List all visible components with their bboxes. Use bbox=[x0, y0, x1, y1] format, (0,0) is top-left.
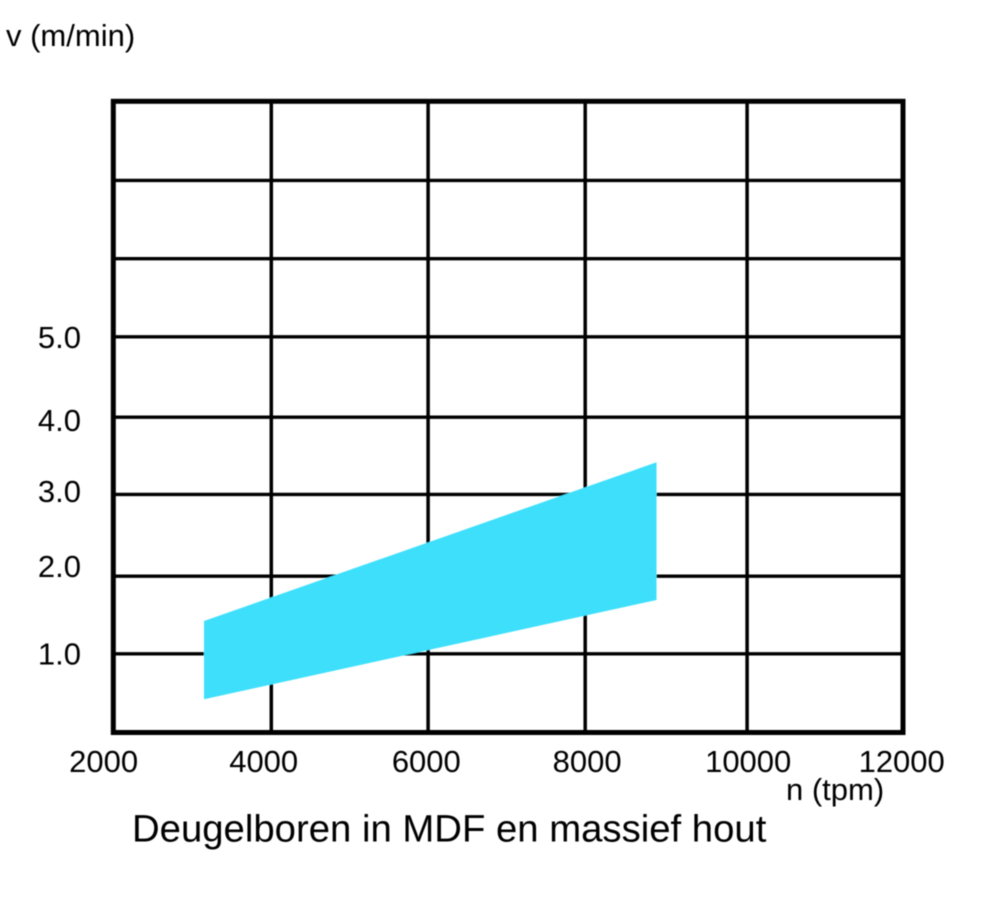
svg-text:12000: 12000 bbox=[859, 744, 945, 779]
svg-text:5.0: 5.0 bbox=[38, 320, 81, 355]
svg-text:n (tpm): n (tpm) bbox=[786, 772, 884, 807]
svg-text:6000: 6000 bbox=[392, 744, 461, 779]
svg-text:8000: 8000 bbox=[553, 744, 622, 779]
svg-text:4.0: 4.0 bbox=[38, 403, 81, 438]
svg-text:2.0: 2.0 bbox=[38, 549, 81, 584]
svg-text:10000: 10000 bbox=[705, 744, 791, 779]
svg-text:Deugelboren in MDF en massief: Deugelboren in MDF en massief hout bbox=[132, 808, 767, 851]
svg-text:2000: 2000 bbox=[69, 744, 138, 779]
svg-text:1.0: 1.0 bbox=[38, 637, 81, 672]
svg-text:v (m/min): v (m/min) bbox=[6, 18, 135, 53]
svg-text:4000: 4000 bbox=[229, 744, 298, 779]
svg-text:3.0: 3.0 bbox=[38, 474, 81, 509]
